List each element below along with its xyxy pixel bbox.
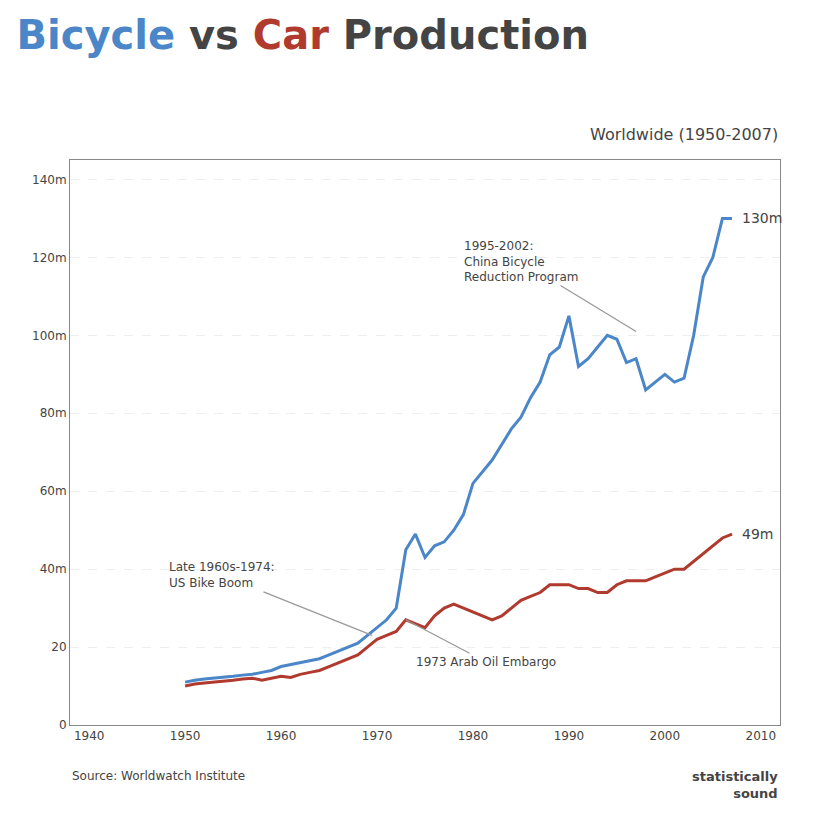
svg-text:0: 0 xyxy=(59,718,67,732)
svg-text:2000: 2000 xyxy=(650,729,681,743)
svg-text:Worldwide (1950-2007): Worldwide (1950-2007) xyxy=(590,125,778,144)
svg-text:1960: 1960 xyxy=(266,729,297,743)
svg-text:100m: 100m xyxy=(32,329,67,343)
svg-text:140m: 140m xyxy=(32,173,67,187)
svg-text:1950: 1950 xyxy=(170,729,201,743)
svg-text:80m: 80m xyxy=(40,406,67,420)
svg-text:1970: 1970 xyxy=(362,729,393,743)
svg-text:1990: 1990 xyxy=(554,729,585,743)
svg-text:2010: 2010 xyxy=(746,729,777,743)
svg-text:Source: Worldwatch Institute: Source: Worldwatch Institute xyxy=(72,769,245,783)
svg-text:40m: 40m xyxy=(40,562,67,576)
svg-text:statisticallysound: statisticallysound xyxy=(692,769,778,801)
svg-text:1995-2002:China BicycleReducti: 1995-2002:China BicycleReduction Program xyxy=(464,239,578,284)
svg-text:120m: 120m xyxy=(32,251,67,265)
svg-text:Bicycle vs Car Production: Bicycle vs Car Production xyxy=(17,12,589,58)
svg-text:1940: 1940 xyxy=(74,729,105,743)
svg-text:20: 20 xyxy=(51,640,66,654)
svg-text:49m: 49m xyxy=(742,526,773,542)
svg-text:60m: 60m xyxy=(40,484,67,498)
svg-text:130m: 130m xyxy=(742,210,782,226)
svg-text:1973 Arab Oil Embargo: 1973 Arab Oil Embargo xyxy=(416,655,556,669)
svg-text:1980: 1980 xyxy=(458,729,489,743)
svg-text:Late 1960s-1974:US Bike Boom: Late 1960s-1974:US Bike Boom xyxy=(169,560,275,590)
